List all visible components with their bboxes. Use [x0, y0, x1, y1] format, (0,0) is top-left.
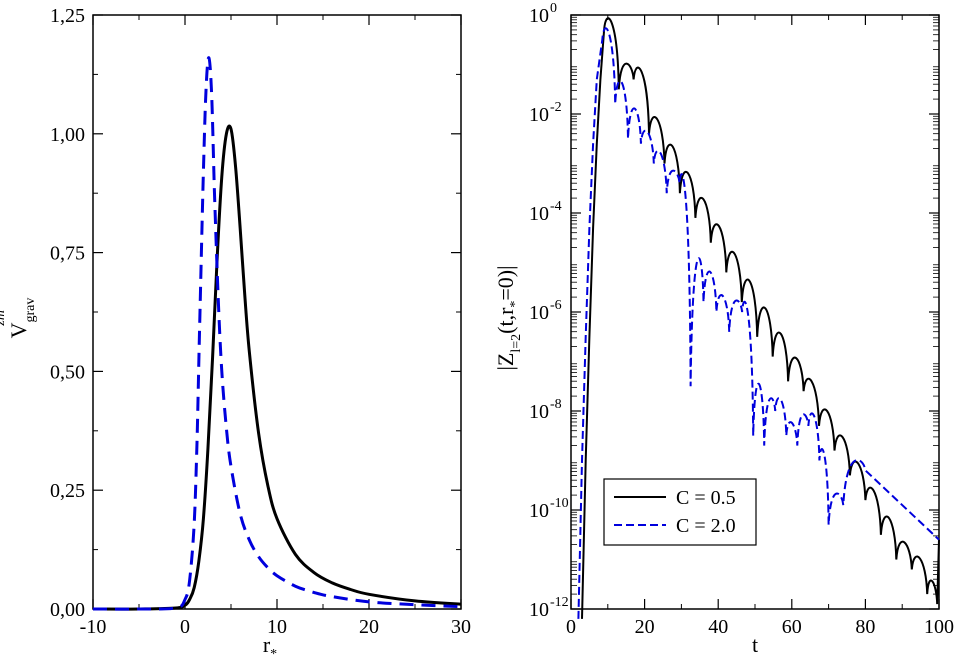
right-y-tick-exponent: -4 [550, 199, 562, 214]
legend-c20-label: C = 2.0 [676, 515, 736, 537]
right-y-tick-exponent: 0 [550, 1, 557, 16]
right-x-tick-label: 80 [855, 616, 875, 638]
left-y-ticks: 0,00 0,25 0,50 0,75 1,00 1,25 [50, 5, 461, 621]
right-y-tick-label: 10 [529, 104, 549, 126]
left-y-tick-label: 0,50 [50, 361, 85, 383]
left-y-axis-label: Vgravzm [0, 298, 38, 339]
left-y-tick-label: 1,25 [50, 5, 85, 27]
right-series-c20-line [577, 27, 940, 619]
right-x-tick-label: 60 [782, 616, 802, 638]
right-y-tick-label: 10 [529, 599, 549, 621]
left-x-tick-label: 30 [451, 616, 471, 638]
right-y-tick-exponent: -8 [550, 397, 562, 412]
left-series-c05-line [92, 124, 462, 611]
legend-box [603, 478, 757, 546]
right-y-tick-exponent: -12 [550, 595, 569, 610]
left-y-tick-label: 0,00 [50, 599, 85, 621]
right-x-tick-label: 100 [924, 616, 954, 638]
right-y-tick-exponent: -10 [550, 496, 569, 511]
right-y-tick-label: 10 [529, 401, 549, 423]
left-series-c20-line [92, 56, 462, 611]
right-x-tick-label: 40 [708, 616, 728, 638]
right-x-axis-label: t [752, 632, 758, 657]
left-x-axis-label: r* [263, 632, 277, 661]
left-x-tick-label: 0 [180, 616, 190, 638]
right-x-ticks: 0 20 40 60 80 100 [566, 15, 954, 638]
right-y-tick-label: 10 [529, 302, 549, 324]
left-y-tick-label: 0,25 [50, 480, 85, 502]
right-y-axis-label: |Zl=2(t,r*=0)| [493, 265, 524, 370]
legend-c05-label: C = 0.5 [676, 487, 736, 509]
right-y-tick-label: 10 [529, 500, 549, 522]
left-x-tick-label: -10 [80, 616, 107, 638]
left-x-ticks: -10 0 10 20 30 [80, 15, 471, 638]
right-x-tick-label: 20 [635, 616, 655, 638]
right-x-tick-label: 0 [566, 616, 576, 638]
left-x-tick-label: 10 [267, 616, 287, 638]
right-y-tick-label: 10 [529, 203, 549, 225]
right-y-tick-exponent: -2 [550, 100, 562, 115]
left-chart: -10 0 10 20 30 0,00 0,25 0,50 0,75 1,00 1,25 r* V… [0, 5, 471, 661]
left-y-tick-label: 1,00 [50, 124, 85, 146]
right-series-c05-line [581, 17, 940, 619]
right-y-tick-label: 10 [529, 5, 549, 27]
left-y-tick-label: 0,75 [50, 243, 85, 265]
right-y-tick-exponent: -6 [550, 298, 562, 313]
legend: C = 0.5 C = 2.0 [603, 478, 757, 546]
left-x-tick-label: 20 [359, 616, 379, 638]
